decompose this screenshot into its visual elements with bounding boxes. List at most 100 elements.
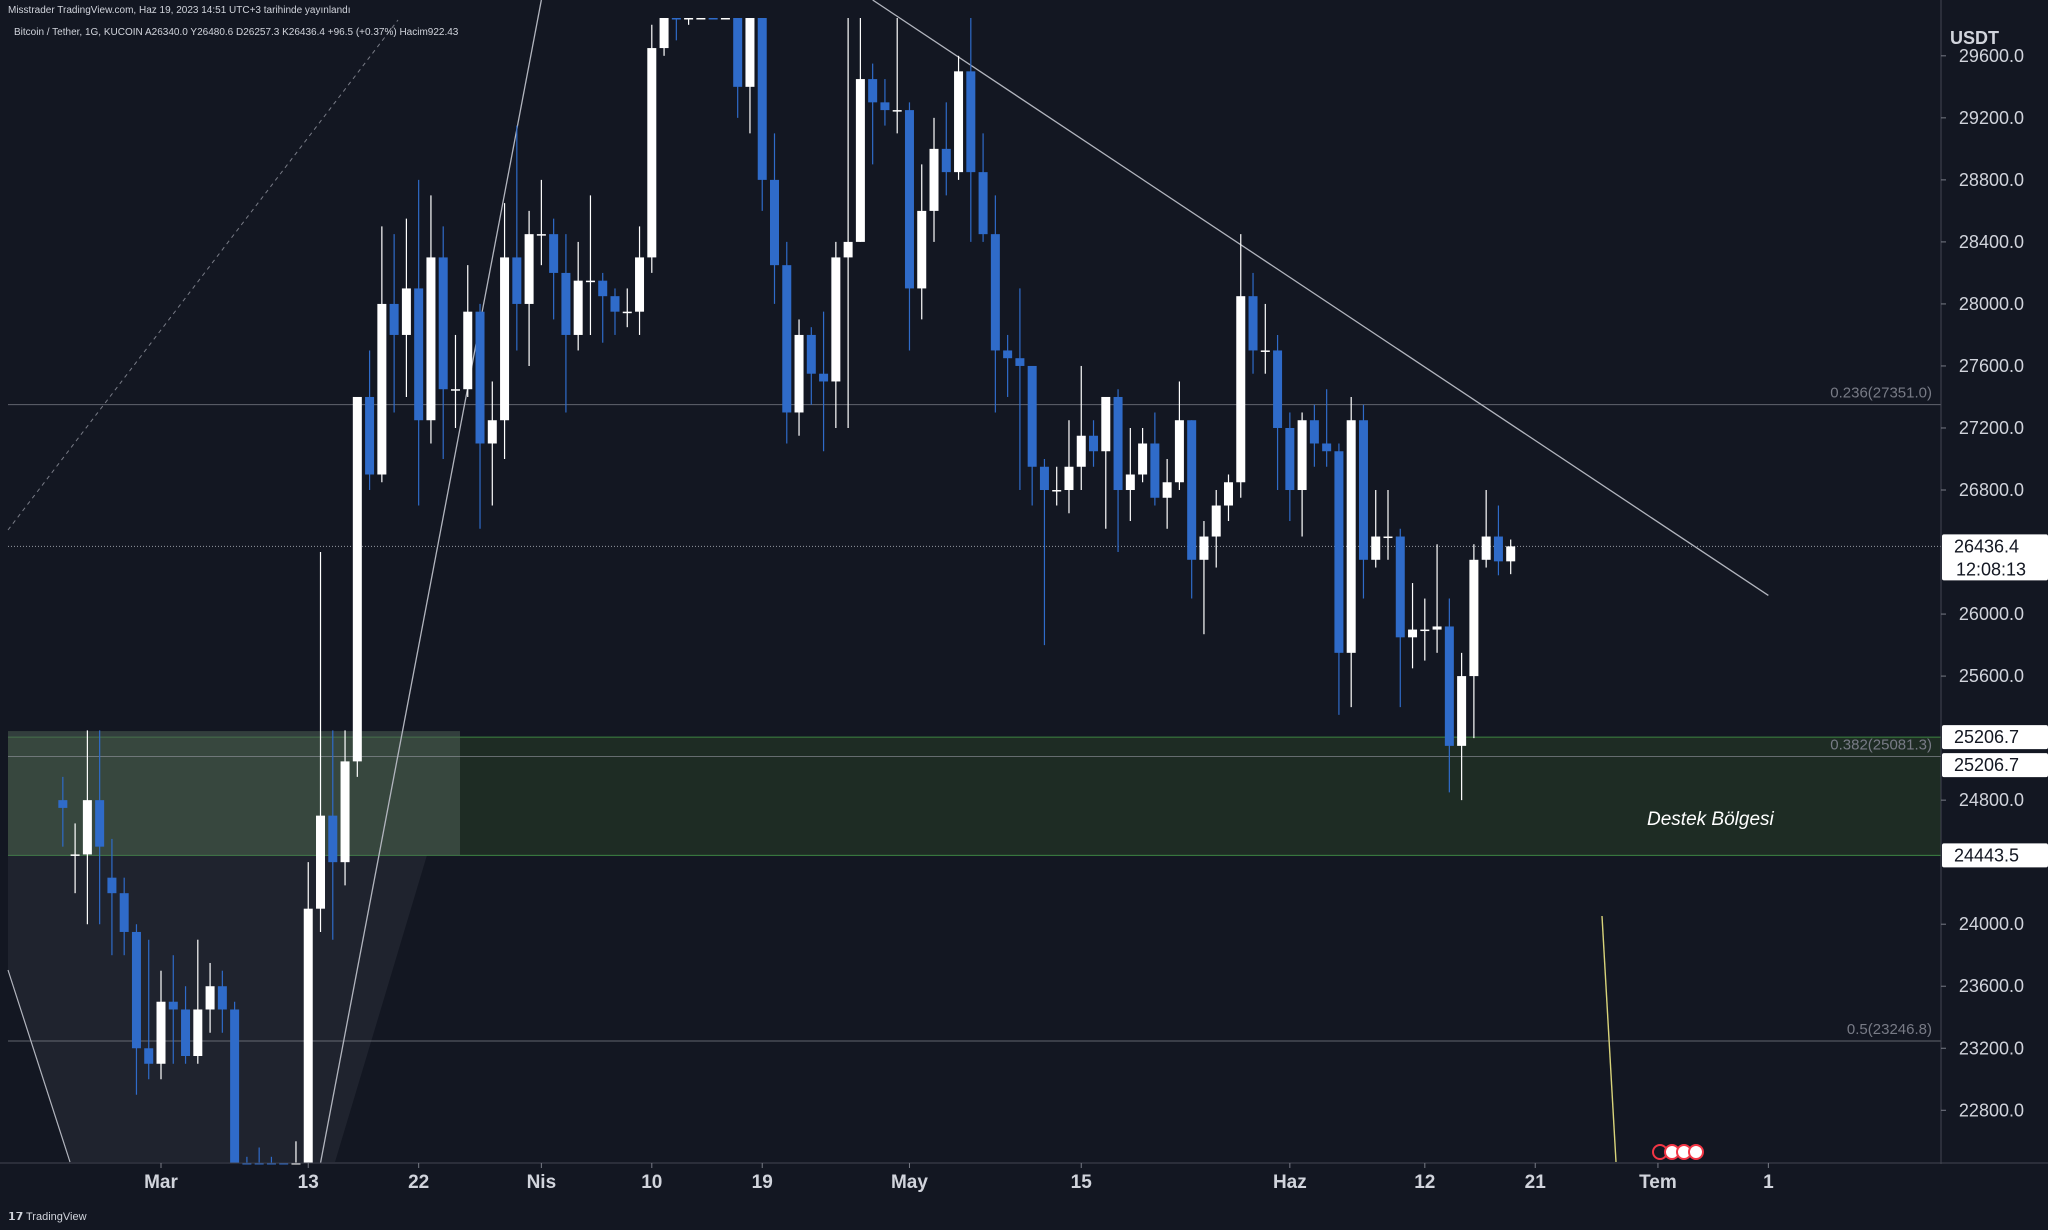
candle[interactable] [1481,490,1491,568]
candle[interactable] [475,303,485,529]
candle[interactable] [144,939,154,1080]
candle[interactable] [377,226,387,483]
candle[interactable] [316,552,326,932]
candle[interactable] [1187,420,1197,599]
candle[interactable] [340,730,350,886]
candle[interactable] [1138,427,1148,483]
candle[interactable] [205,962,215,1033]
candle[interactable] [168,955,178,1064]
projection-line[interactable] [1601,915,1617,1163]
candle[interactable] [107,838,117,956]
candle[interactable] [95,730,105,925]
candle[interactable] [757,18,767,211]
candle[interactable] [1236,234,1246,498]
candle[interactable] [880,79,890,126]
trendline-left[interactable] [7,969,71,1163]
candle[interactable] [82,730,92,925]
candle[interactable] [1211,490,1221,568]
candle[interactable] [303,862,313,1163]
candle[interactable] [806,327,816,405]
candle[interactable] [1003,334,1013,397]
candle[interactable] [1358,404,1368,599]
candle[interactable] [414,179,424,506]
candle[interactable] [855,18,865,242]
candle[interactable] [1015,288,1025,491]
candle[interactable] [696,18,706,20]
candle[interactable] [1039,458,1049,646]
candle[interactable] [647,24,657,273]
candle[interactable] [1150,412,1160,506]
candle[interactable] [1469,544,1479,739]
candle[interactable] [819,311,829,452]
candle[interactable] [279,1163,289,1165]
candle[interactable] [561,234,571,413]
candle[interactable] [217,970,227,1033]
candle[interactable] [782,241,792,444]
last-price-tag[interactable]: 26436.4 12:08:13 [1942,534,2048,581]
candle[interactable] [892,18,902,134]
candle[interactable] [990,195,1000,413]
candle[interactable] [843,18,853,428]
candle[interactable] [868,63,878,165]
candle[interactable] [328,730,338,940]
zone-price-tag[interactable]: 24443.5 [1942,843,2048,868]
candle[interactable] [720,18,730,20]
candle[interactable] [1395,528,1405,708]
candle[interactable] [622,288,632,328]
zone-price-tag[interactable]: 25206.7 [1942,753,2048,778]
candle[interactable] [1064,420,1074,514]
candle[interactable] [585,195,595,335]
candle[interactable] [1444,598,1454,793]
zone-price-tag[interactable]: 25206.7 [1942,725,2048,750]
candle[interactable] [181,986,191,1064]
candle[interactable] [1125,427,1135,522]
candle[interactable] [573,241,583,351]
candle[interactable] [1457,652,1467,801]
candle[interactable] [536,179,546,266]
candle[interactable] [401,218,411,397]
candle[interactable] [156,970,166,1080]
candle[interactable] [671,18,681,41]
candle[interactable] [904,102,914,351]
candle[interactable] [684,18,694,25]
candle[interactable] [1174,381,1184,491]
symbol-legend[interactable]: Bitcoin / Tether, 1G, KUCOIN A26340.0 Y2… [14,27,459,38]
candle[interactable] [119,877,129,956]
candle[interactable] [291,1141,301,1165]
candle[interactable] [917,164,927,320]
candle[interactable] [266,1156,276,1165]
candle[interactable] [770,133,779,304]
candle[interactable] [1089,420,1099,467]
candle[interactable] [745,18,755,134]
candles-layer[interactable] [58,18,1516,1165]
candle[interactable] [549,218,559,320]
candle[interactable] [929,117,939,242]
trendline-downtrend[interactable] [872,0,1769,596]
candle[interactable] [659,18,669,56]
candle[interactable] [1371,490,1381,568]
candle[interactable] [954,55,964,180]
candle[interactable] [230,1001,240,1163]
candle[interactable] [512,125,522,351]
candle[interactable] [1493,505,1503,576]
candle[interactable] [733,18,743,118]
candle[interactable] [58,776,68,847]
candle[interactable] [794,319,804,436]
candle[interactable] [463,265,473,397]
time-axis[interactable]: Mar 13 22 Nis 10 19 May 15 Haz 12 21 Tem 1 [144,1163,1774,1193]
candle[interactable] [978,133,988,242]
candle[interactable] [1223,474,1233,522]
candle[interactable] [352,396,362,777]
candle[interactable] [1248,272,1258,374]
candle[interactable] [598,272,608,343]
candle[interactable] [1297,412,1307,537]
candle[interactable] [193,939,203,1064]
candle[interactable] [941,102,951,196]
candle[interactable] [610,288,620,335]
candle[interactable] [1383,490,1393,560]
candle[interactable] [1027,365,1037,506]
candle[interactable] [708,18,718,20]
candle[interactable] [1334,443,1344,715]
